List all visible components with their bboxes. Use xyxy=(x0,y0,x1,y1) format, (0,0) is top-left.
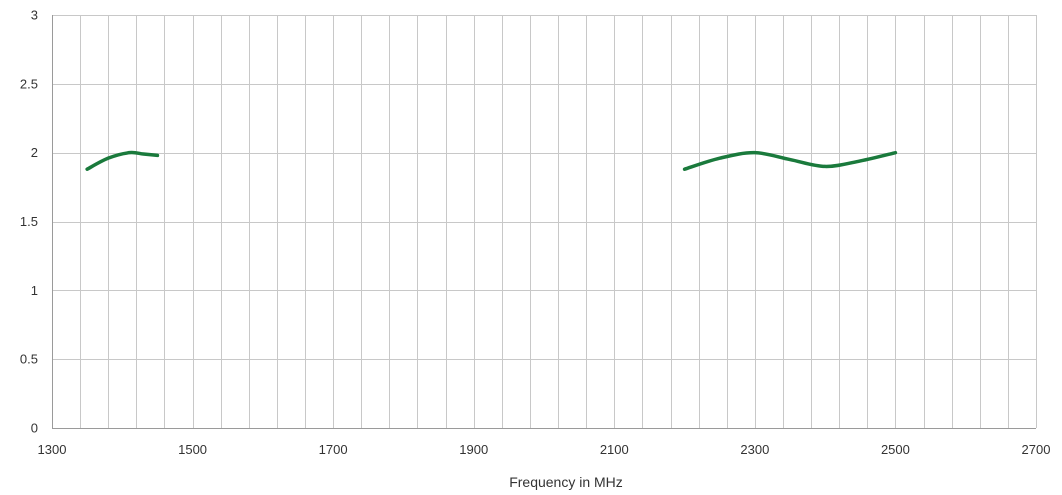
x-tick-label: 1900 xyxy=(459,442,488,457)
x-tick-label: 2300 xyxy=(740,442,769,457)
axes xyxy=(52,15,1036,429)
y-tick-label: 0 xyxy=(31,421,38,436)
series-line-segment xyxy=(87,152,157,169)
y-tick-label: 1 xyxy=(31,283,38,298)
gridlines xyxy=(52,15,1037,429)
x-tick-label: 1300 xyxy=(38,442,67,457)
y-tick-label: 0.5 xyxy=(20,352,38,367)
y-tick-label: 2 xyxy=(31,145,38,160)
x-tick-label: 1500 xyxy=(178,442,207,457)
y-tick-label: 1.5 xyxy=(20,214,38,229)
series-lines xyxy=(87,152,895,169)
x-tick-label: 2700 xyxy=(1022,442,1051,457)
x-axis-title: Frequency in MHz xyxy=(509,474,623,490)
y-tick-label: 3 xyxy=(31,8,38,23)
series-line-segment xyxy=(685,153,896,170)
x-tick-label: 2500 xyxy=(881,442,910,457)
y-tick-label: 2.5 xyxy=(20,76,38,91)
x-tick-label: 1700 xyxy=(319,442,348,457)
x-tick-label: 2100 xyxy=(600,442,629,457)
